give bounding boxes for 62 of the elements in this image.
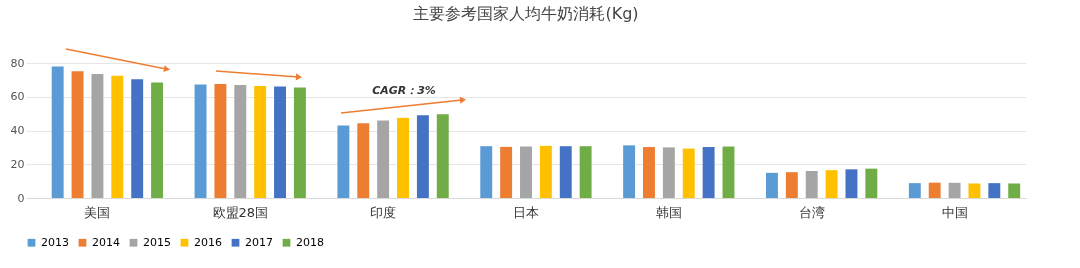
x-tick-label: 台湾: [798, 204, 825, 220]
bar: [825, 170, 838, 198]
bar: [416, 115, 429, 198]
bar: [865, 168, 878, 198]
bar: [194, 84, 207, 198]
bar: [722, 146, 735, 198]
bar: [845, 169, 858, 198]
bar: [337, 125, 350, 198]
bar: [785, 172, 798, 198]
bar: [91, 73, 104, 198]
legend-label: 2017: [245, 235, 273, 249]
bar: [293, 87, 306, 198]
x-tick-label: 日本: [513, 204, 539, 220]
bar: [948, 182, 961, 198]
bar: [397, 117, 409, 198]
x-tick-label: 韩国: [655, 204, 682, 220]
bar: [274, 86, 286, 198]
bar: [805, 171, 818, 198]
chart-title: 主要参考国家人均牛奶消耗(Kg): [413, 4, 639, 24]
x-tick-label: 美国: [84, 204, 111, 220]
bar: [151, 82, 164, 198]
y-tick-label: 0: [17, 191, 25, 205]
bar: [1008, 183, 1021, 198]
bar: [254, 86, 267, 198]
bar: [111, 75, 124, 198]
legend-label: 2016: [194, 235, 222, 249]
bar: [682, 148, 695, 198]
x-tick-label: 中国: [941, 204, 968, 220]
bar: [520, 146, 532, 198]
y-tick-label: 40: [10, 124, 25, 137]
bar: [702, 147, 715, 198]
bar: [51, 66, 64, 198]
bar: [71, 71, 84, 198]
bar: [480, 146, 493, 198]
bar: [643, 147, 655, 198]
x-tick-label: 欧盟28国: [212, 204, 269, 220]
bar: [357, 123, 370, 198]
bar: [988, 183, 1001, 198]
bar: [908, 183, 921, 198]
bar: [766, 172, 778, 198]
bar: [234, 85, 247, 198]
bar: [214, 84, 227, 198]
bar: [131, 79, 144, 198]
bar: [579, 146, 592, 198]
annotation: CAGR：3%: [372, 84, 436, 97]
legend-label: 2018: [296, 235, 324, 249]
bar: [623, 145, 636, 198]
bar: [559, 146, 572, 198]
bar: [539, 145, 552, 198]
x-tick-label: 印度: [370, 204, 397, 220]
legend-label: 2014: [92, 235, 120, 249]
y-tick-label: 80: [10, 56, 25, 70]
legend-label: 2015: [143, 235, 171, 249]
bar: [377, 120, 390, 198]
bar: [500, 146, 513, 198]
legend-label: 2013: [41, 235, 69, 249]
y-tick-label: 20: [10, 157, 25, 171]
bar: [928, 182, 941, 198]
y-tick-label: 60: [10, 90, 25, 104]
bar: [662, 147, 675, 198]
bar: [436, 114, 449, 198]
bar: [968, 183, 981, 198]
